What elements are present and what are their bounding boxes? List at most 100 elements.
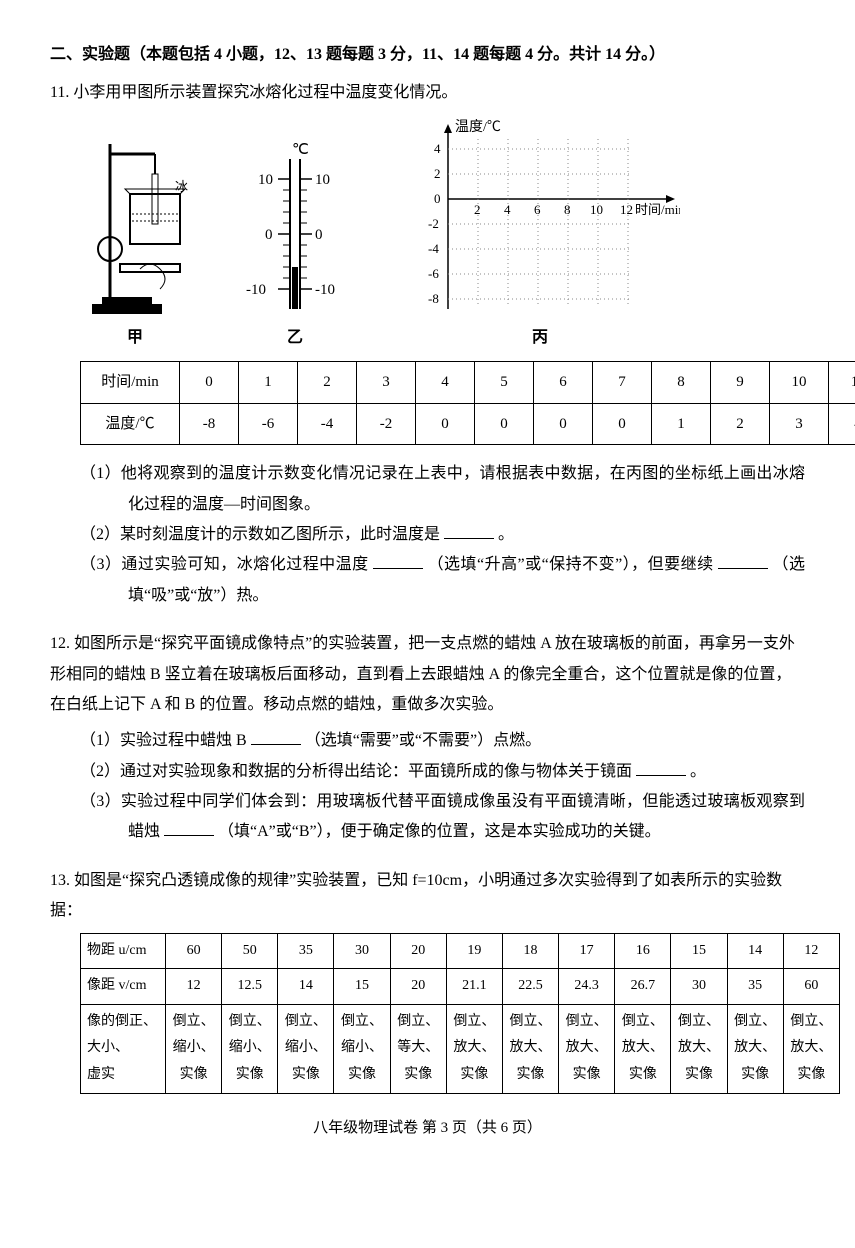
cell: 20 <box>390 969 446 1005</box>
blank <box>718 552 768 569</box>
cell: 30 <box>334 933 390 969</box>
q11-p2: （2）某时刻温度计的示数如乙图所示，此时温度是 。 <box>80 520 805 550</box>
blank <box>164 819 214 836</box>
thermo-0r: 0 <box>315 227 323 243</box>
cell: 14 <box>727 933 783 969</box>
q11-table: 时间/min01234567891011温度/℃-8-6-4-200001234 <box>80 361 855 445</box>
page-footer: 八年级物理试卷 第 3 页（共 6 页） <box>50 1114 805 1143</box>
thermometer-icon: ℃ 10 10 0 0 -10 <box>220 139 370 319</box>
cell: 0 <box>593 403 652 445</box>
cell: 2 <box>298 362 357 404</box>
svg-text:2: 2 <box>434 166 441 181</box>
cell: 温度/℃ <box>81 403 180 445</box>
cell: 倒立、放大、实像 <box>783 1004 839 1093</box>
svg-text:8: 8 <box>564 202 571 217</box>
cell: 50 <box>222 933 278 969</box>
cell: 21.1 <box>446 969 502 1005</box>
svg-text:10: 10 <box>590 202 603 217</box>
cell: 0 <box>416 403 475 445</box>
q12-stem: 12. 如图所示是“探究平面镜成像特点”的实验装置，把一支点燃的蜡烛 A 放在玻… <box>50 629 805 720</box>
svg-text:2: 2 <box>474 202 481 217</box>
blank <box>444 522 494 539</box>
cell: 倒立、缩小、实像 <box>222 1004 278 1093</box>
cell: 倒立、等大、实像 <box>390 1004 446 1093</box>
svg-text:6: 6 <box>534 202 541 217</box>
q12-p3: （3）实验过程中同学们体会到：用玻璃板代替平面镜成像虽没有平面镜清晰，但能透过玻… <box>80 787 805 848</box>
cell: 4 <box>416 362 475 404</box>
cell: 24.3 <box>559 969 615 1005</box>
cell: 18 <box>502 933 558 969</box>
cell: 0 <box>534 403 593 445</box>
svg-text:4: 4 <box>504 202 511 217</box>
q11-p3a: （3）通过实验可知，冰熔化过程中温度 <box>80 556 369 573</box>
cell: 1 <box>652 403 711 445</box>
q11-p1: （1）他将观察到的温度计示数变化情况记录在上表中，请根据表中数据，在丙图的坐标纸… <box>80 459 805 520</box>
cell: 5 <box>475 362 534 404</box>
cell: 26.7 <box>615 969 671 1005</box>
cell: 11 <box>829 362 855 404</box>
q11-p3: （3）通过实验可知，冰熔化过程中温度 （选填“升高”或“保持不变”），但要继续 … <box>80 550 805 611</box>
cell: 倒立、缩小、实像 <box>278 1004 334 1093</box>
cell: 0 <box>475 403 534 445</box>
cell: 倒立、放大、实像 <box>446 1004 502 1093</box>
fig-jia-label: 甲 <box>127 323 143 353</box>
cell: -2 <box>357 403 416 445</box>
cell: 倒立、放大、实像 <box>559 1004 615 1093</box>
svg-text:-6: -6 <box>428 266 439 281</box>
q12-p2a: （2）通过对实验现象和数据的分析得出结论：平面镜所成的像与物体关于镜面 <box>80 763 632 780</box>
cell: 60 <box>783 969 839 1005</box>
thermo-10r: 10 <box>315 172 330 188</box>
apparatus-icon: 冰 <box>80 139 190 319</box>
cell: 倒立、放大、实像 <box>671 1004 727 1093</box>
cell: 10 <box>770 362 829 404</box>
cell: 60 <box>166 933 222 969</box>
cell: 倒立、缩小、实像 <box>166 1004 222 1093</box>
cell: 2 <box>711 403 770 445</box>
svg-text:12: 12 <box>620 202 633 217</box>
q12-stem-text: 如图所示是“探究平面镜成像特点”的实验装置，把一支点燃的蜡烛 A 放在玻璃板的前… <box>50 635 795 713</box>
cell: 3 <box>357 362 416 404</box>
svg-text:-8: -8 <box>428 291 439 306</box>
q11-stem: 11. 小李用甲图所示装置探究冰熔化过程中温度变化情况。 <box>50 78 805 108</box>
chart-ylabel: 温度/℃ <box>455 119 501 135</box>
cell: 8 <box>652 362 711 404</box>
q11-num: 11. <box>50 84 69 101</box>
fig-bing: 温度/℃ 4 2 <box>400 119 680 353</box>
cell: -8 <box>180 403 239 445</box>
cell: 6 <box>534 362 593 404</box>
svg-text:冰: 冰 <box>175 179 188 194</box>
blank <box>251 728 301 745</box>
section-header: 二、实验题（本题包括 4 小题，12、13 题每题 3 分，11、14 题每题 … <box>50 40 805 70</box>
thermo-n10l: -10 <box>246 282 266 298</box>
cell: 7 <box>593 362 652 404</box>
svg-text:4: 4 <box>434 141 441 156</box>
cell: 物距 u/cm <box>81 933 166 969</box>
svg-text:0: 0 <box>434 191 441 206</box>
cell: 17 <box>559 933 615 969</box>
cell: 时间/min <box>81 362 180 404</box>
svg-text:-4: -4 <box>428 241 439 256</box>
fig-yi-label: 乙 <box>287 323 303 353</box>
cell: 19 <box>446 933 502 969</box>
cell: 3 <box>770 403 829 445</box>
svg-text:-2: -2 <box>428 216 439 231</box>
q12-p2: （2）通过对实验现象和数据的分析得出结论：平面镜所成的像与物体关于镜面 。 <box>80 757 805 787</box>
thermo-0l: 0 <box>265 227 273 243</box>
cell: 倒立、放大、实像 <box>615 1004 671 1093</box>
cell: 9 <box>711 362 770 404</box>
q11-p3b: （选填“升高”或“保持不变”），但要继续 <box>428 556 714 573</box>
fig-yi: ℃ 10 10 0 0 -10 <box>220 139 370 353</box>
cell: 倒立、放大、实像 <box>502 1004 558 1093</box>
cell: 16 <box>615 933 671 969</box>
q13-num: 13. <box>50 872 70 889</box>
q13-table: 物距 u/cm605035302019181716151412像距 v/cm12… <box>80 933 840 1094</box>
cell: 12 <box>166 969 222 1005</box>
q13-stem-text: 如图是“探究凸透镜成像的规律”实验装置，已知 f=10cm，小明通过多次实验得到… <box>50 872 782 919</box>
cell: -6 <box>239 403 298 445</box>
blank <box>373 552 423 569</box>
cell: 35 <box>727 969 783 1005</box>
cell: 0 <box>180 362 239 404</box>
thermo-n10r: -10 <box>315 282 335 298</box>
cell: 15 <box>671 933 727 969</box>
q12-num: 12. <box>50 635 70 652</box>
